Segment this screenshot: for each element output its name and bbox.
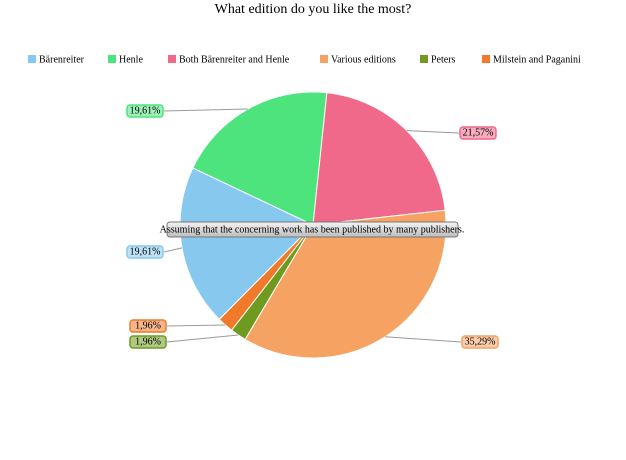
data-label: 35,29%: [465, 336, 496, 347]
legend-swatch: [320, 55, 328, 63]
leader-line: [166, 324, 226, 327]
data-label: 19,61%: [130, 246, 161, 257]
legend-swatch: [168, 55, 176, 63]
leader-line: [385, 336, 462, 343]
legend-swatch: [420, 55, 428, 63]
annotation: Assuming that the concerning work has be…: [160, 221, 465, 238]
pie: [179, 91, 447, 359]
data-label-box: [129, 335, 167, 349]
leader-line: [166, 334, 239, 343]
data-label: 19,61%: [130, 105, 161, 116]
leader-line: [406, 130, 460, 134]
legend-swatch: [108, 55, 116, 63]
leader-line: [163, 247, 183, 253]
data-label: 1,96%: [135, 336, 161, 347]
leader-line: [163, 108, 248, 112]
pie-slice: [244, 209, 447, 359]
annotation-box: [166, 221, 459, 238]
legend-label: Milstein and Paganini: [493, 54, 581, 65]
legend-label: Peters: [431, 54, 456, 65]
data-label-box: [459, 126, 497, 140]
legend-swatch: [28, 55, 36, 63]
legend-label: Bärenreiter: [39, 54, 85, 65]
pie-slice: [312, 92, 446, 226]
data-label: 21,57%: [463, 127, 494, 138]
data-label-box: [126, 104, 164, 118]
legend-label: Both Bärenreiter and Henle: [179, 54, 290, 65]
legend: Bärenreiter Henle Both Bärenreiter and Hen…: [28, 54, 581, 65]
legend-label: Henle: [119, 54, 143, 65]
data-label-box: [126, 245, 164, 259]
pie-slice: [218, 224, 314, 331]
legend-swatch: [482, 55, 490, 63]
chart-title: What edition do you like the most?: [215, 2, 412, 17]
data-labels: 19,61% 19,61% 21,57% 35,29% 1,96% 1,96%: [126, 104, 499, 349]
data-label-box: [461, 335, 499, 349]
legend-label: Various editions: [331, 54, 396, 65]
data-label-box: [129, 319, 167, 333]
data-label: 1,96%: [135, 320, 161, 331]
annotation-text: Assuming that the concerning work has be…: [160, 224, 465, 235]
